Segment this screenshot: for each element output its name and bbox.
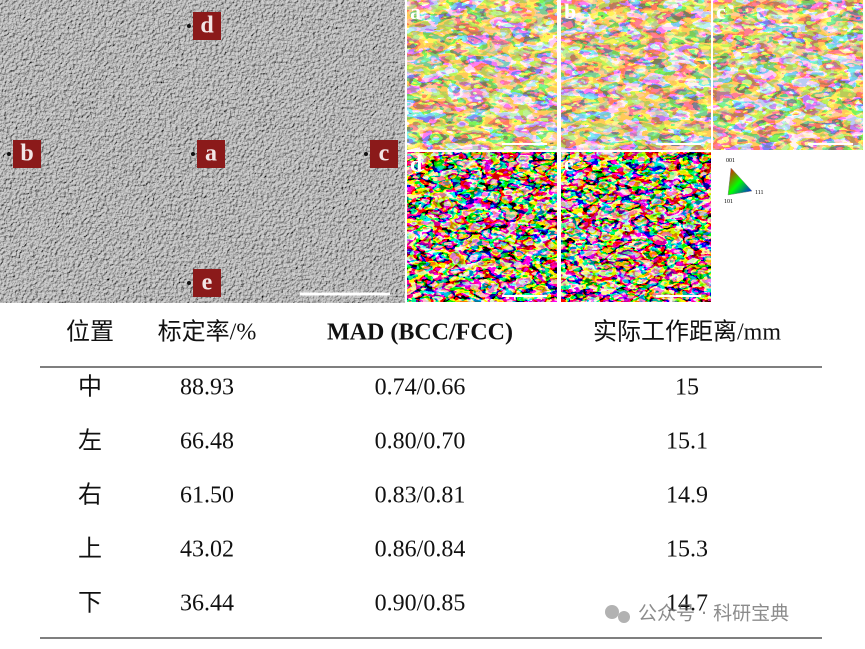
marker-dot [7, 152, 11, 156]
table-cell: 0.86/0.84 [375, 537, 466, 563]
ebsd-map [407, 0, 557, 150]
table-cell: 43.02 [180, 537, 234, 563]
ipf-label: 111 [755, 190, 764, 196]
table-cell: 中 [78, 374, 102, 401]
watermark-text: 公众号 · 科研宝典 [638, 603, 789, 625]
panel-label: e [564, 151, 574, 176]
marker-label: e [202, 270, 213, 296]
table: 位置 标定率/% MAD (BCC/FCC) 实际工作距离/mm 中 88.93 0… [40, 319, 822, 639]
marker-box [193, 12, 221, 40]
marker-box [370, 140, 398, 168]
panel-label: a [410, 0, 421, 24]
marker-label: b [20, 141, 33, 167]
watermark: 公众号 · 科研宝典 [605, 603, 789, 625]
header-cell: 标定率/% [158, 319, 257, 346]
table-cell: 15.3 [666, 537, 708, 563]
table-cell: 0.74/0.66 [375, 375, 466, 401]
table-cell: 下 [78, 591, 102, 617]
table-cell: 右 [78, 482, 102, 509]
table-cell: 88.93 [180, 375, 234, 401]
ebsd-map [561, 0, 711, 150]
ebsd-map [561, 152, 711, 302]
header-cell: 实际工作距离/mm [593, 319, 781, 346]
table-cell: 15 [675, 375, 699, 401]
table-cell: 上 [78, 536, 102, 563]
header-cell: 位置 [66, 319, 114, 346]
table-cell: 14.7 [666, 591, 708, 617]
header-cell: MAD (BCC/FCC) [327, 320, 513, 346]
table-cell: 0.83/0.81 [375, 483, 466, 509]
panel-label: c [716, 0, 726, 24]
table-cell: 15.1 [666, 429, 708, 455]
marker-dot [187, 281, 191, 285]
marker-dot [187, 24, 191, 28]
marker-dot [191, 152, 195, 156]
panel-label: b [564, 0, 576, 24]
ipf-label: 101 [724, 199, 733, 205]
marker-box [197, 140, 225, 168]
table-cell: 61.50 [180, 483, 234, 509]
ipf-label: 001 [726, 158, 735, 164]
table-cell: 14.9 [666, 483, 708, 509]
ipf-triangle [727, 167, 753, 196]
table-cell: 36.44 [180, 591, 234, 617]
marker-box [193, 269, 221, 297]
table-cell: 0.80/0.70 [375, 429, 466, 455]
ipf-legend: 001 101 111 [724, 158, 764, 205]
marker-label: c [379, 141, 390, 167]
ebsd-map [713, 0, 863, 150]
panel-label: d [410, 151, 422, 176]
ebsd-map [407, 152, 557, 302]
marker-label: d [200, 13, 214, 39]
table-cell: 左 [78, 428, 102, 455]
marker-box [13, 140, 41, 168]
marker-dot [364, 152, 368, 156]
table-cell: 0.90/0.85 [375, 591, 466, 617]
marker-label: a [205, 141, 217, 167]
table-cell: 66.48 [180, 429, 234, 455]
